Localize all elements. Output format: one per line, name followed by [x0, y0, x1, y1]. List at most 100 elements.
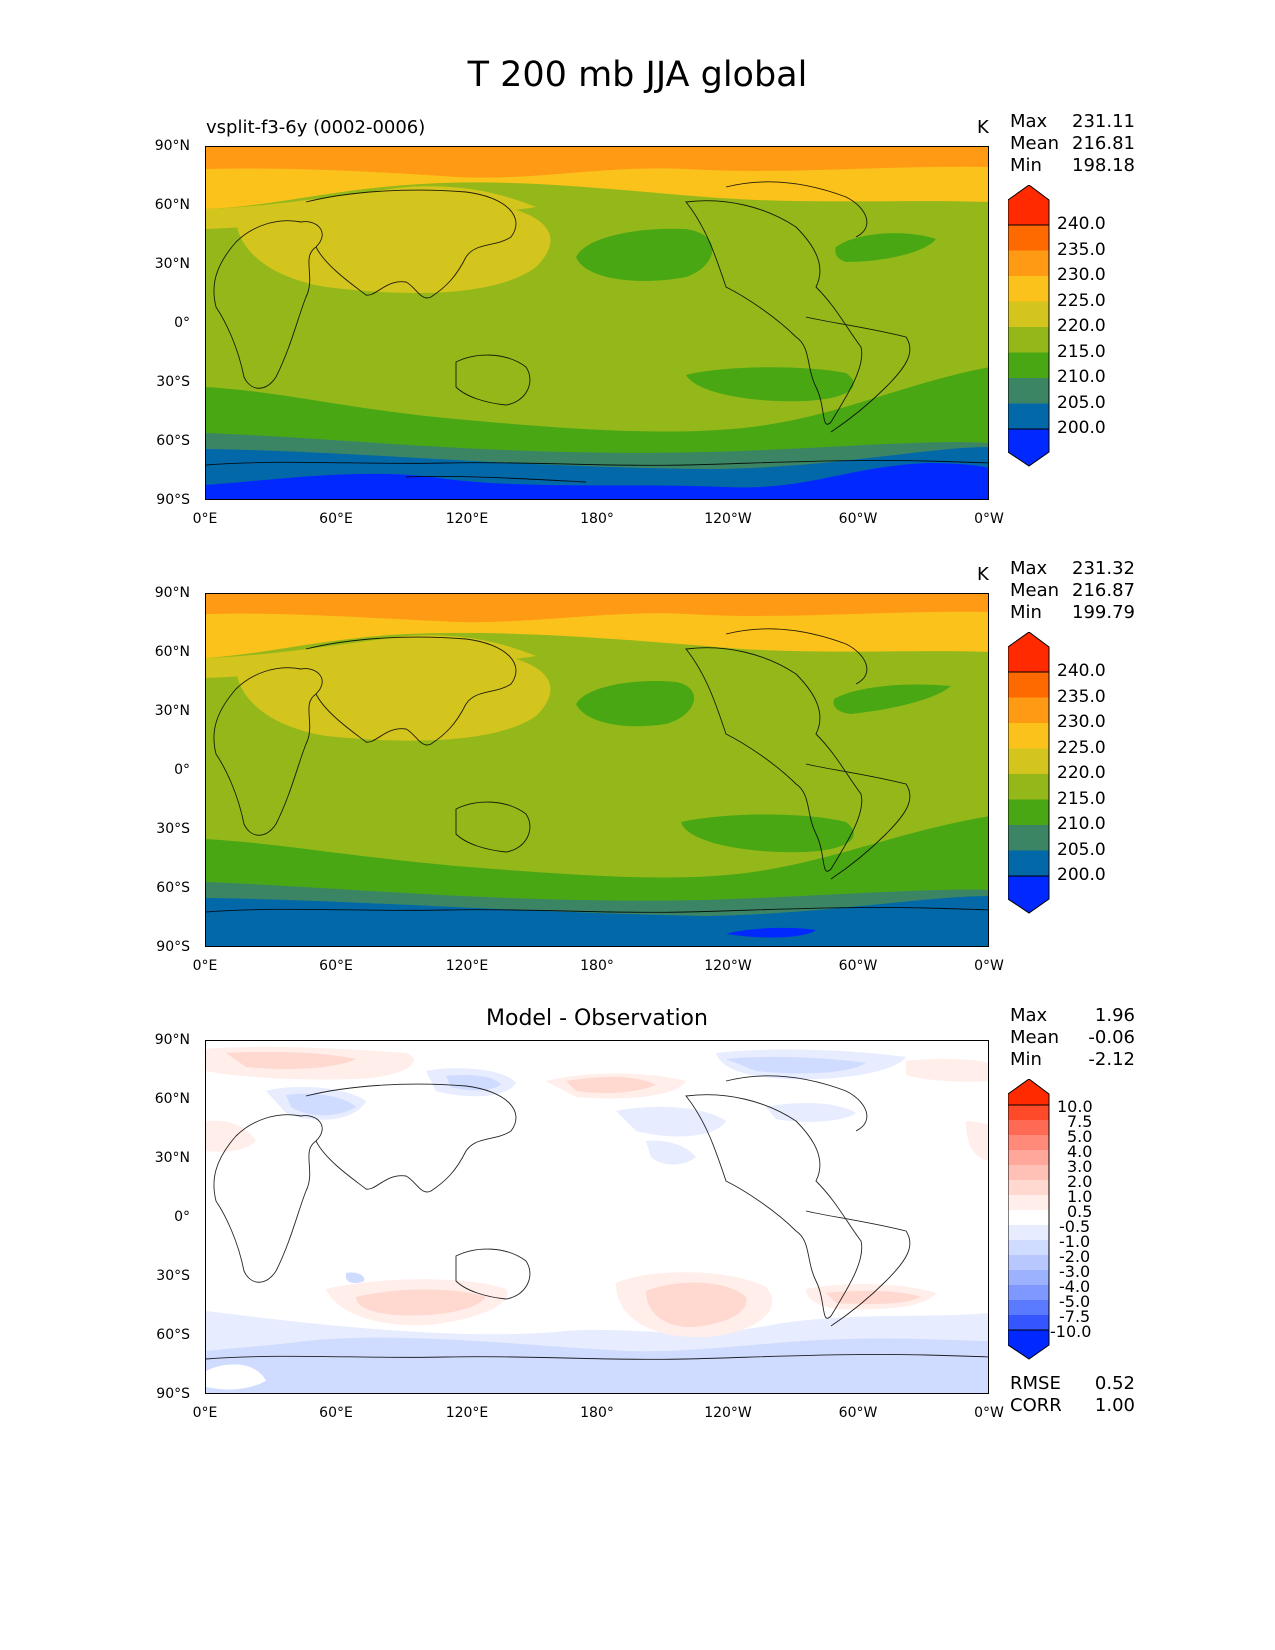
panel-title: vsplit-f3-6y (0002-0006) [206, 117, 426, 138]
colorbar-label: 220.0 [1057, 316, 1106, 336]
stat-min: Min -2.12 [1010, 1049, 1135, 1070]
stat-mean: Mean 216.87 [1010, 580, 1135, 601]
colorbar-label: 4.0 [1067, 1142, 1093, 1161]
ytick: 0° [174, 315, 190, 331]
panel-title: Model - Observation [486, 1006, 708, 1031]
ytick: 30°N [154, 703, 190, 719]
colorbar-label: 235.0 [1057, 240, 1106, 260]
stat-max: Max 231.11 [1010, 111, 1135, 132]
units-label: K [977, 117, 989, 138]
colorbar-label: 3.0 [1067, 1157, 1093, 1176]
ytick: 60°S [156, 433, 190, 449]
xtick: 0°E [192, 958, 218, 974]
stat-min: Min 199.79 [1010, 602, 1135, 623]
colorbar [1008, 1079, 1050, 1360]
xtick: 120°E [445, 1405, 489, 1421]
colorbar-label: 205.0 [1057, 840, 1106, 860]
colorbar [1008, 185, 1050, 467]
colorbar-label: -4.0 [1059, 1277, 1091, 1296]
colorbar-label: -0.5 [1059, 1217, 1091, 1236]
stat-min: Min 198.18 [1010, 155, 1135, 176]
colorbar [1008, 632, 1050, 914]
colorbar-label: -1.0 [1059, 1232, 1091, 1251]
stats-block: Max 231.11 Mean 216.81 Min 198.18 [1010, 111, 1135, 177]
xtick: 60°E [319, 1405, 353, 1421]
xtick: 60°E [319, 958, 353, 974]
colorbar-label: -7.5 [1059, 1307, 1091, 1326]
xtick: 120°W [704, 511, 752, 527]
xtick: 120°W [704, 1405, 752, 1421]
stats-block: Max 1.96 Mean -0.06 Min -2.12 [1010, 1005, 1135, 1071]
xtick: 60°W [838, 1405, 878, 1421]
xtick: 60°W [838, 511, 878, 527]
ytick: 30°S [156, 374, 190, 390]
ytick: 90°N [154, 138, 190, 154]
xtick: 60°W [838, 958, 878, 974]
figure-title: T 200 mb JJA global [467, 55, 808, 95]
ytick: 90°S [156, 492, 190, 508]
stat-max: Max 231.32 [1010, 558, 1135, 579]
map-diff [205, 1040, 989, 1394]
colorbar-label: 5.0 [1067, 1127, 1093, 1146]
colorbar-label: 230.0 [1057, 265, 1106, 285]
colorbar-label: -10.0 [1050, 1322, 1092, 1341]
ytick: 90°N [154, 1032, 190, 1048]
colorbar-label: 215.0 [1057, 342, 1106, 362]
colorbar-label: 230.0 [1057, 712, 1106, 732]
stat-mean: Mean 216.81 [1010, 133, 1135, 154]
colorbar-label: 7.5 [1067, 1112, 1093, 1131]
xtick: 0°E [192, 1405, 218, 1421]
colorbar-label: 1.0 [1067, 1187, 1093, 1206]
stat-max: Max 1.96 [1010, 1005, 1135, 1026]
xtick: 60°E [319, 511, 353, 527]
ytick: 60°N [154, 644, 190, 660]
xtick: 0°W [974, 1405, 1004, 1421]
map-reference [205, 593, 989, 947]
stats-block: Max 231.32 Mean 216.87 Min 199.79 [1010, 558, 1135, 624]
xtick: 180° [580, 1405, 614, 1421]
colorbar-label: 205.0 [1057, 393, 1106, 413]
xtick: 0°W [974, 958, 1004, 974]
ytick: 60°S [156, 880, 190, 896]
colorbar-label: 240.0 [1057, 214, 1106, 234]
colorbar-label: 2.0 [1067, 1172, 1093, 1191]
colorbar-label: 215.0 [1057, 789, 1106, 809]
ytick: 60°N [154, 1091, 190, 1107]
ytick: 60°S [156, 1327, 190, 1343]
colorbar-label: 225.0 [1057, 291, 1106, 311]
colorbar-label: 10.0 [1057, 1097, 1093, 1116]
ytick: 30°N [154, 1150, 190, 1166]
colorbar-label: 210.0 [1057, 367, 1106, 387]
colorbar-label: 210.0 [1057, 814, 1106, 834]
colorbar-label: -2.0 [1059, 1247, 1091, 1266]
ytick: 90°S [156, 1386, 190, 1402]
ytick: 90°N [154, 585, 190, 601]
ytick: 60°N [154, 197, 190, 213]
xtick: 120°W [704, 958, 752, 974]
ytick: 0° [174, 1209, 190, 1225]
colorbar-label: 0.5 [1067, 1202, 1093, 1221]
ytick: 30°S [156, 1268, 190, 1284]
ytick: 30°N [154, 256, 190, 272]
xtick: 0°W [974, 511, 1004, 527]
colorbar-label: 200.0 [1057, 418, 1106, 438]
ytick: 0° [174, 762, 190, 778]
xtick: 120°E [445, 511, 489, 527]
ytick: 90°S [156, 939, 190, 955]
units-label: K [977, 564, 989, 585]
colorbar-label: -3.0 [1059, 1262, 1091, 1281]
map-test [205, 146, 989, 500]
colorbar-label: 220.0 [1057, 763, 1106, 783]
metric-rmse: RMSE 0.52 [1010, 1373, 1135, 1394]
xtick: 120°E [445, 958, 489, 974]
colorbar-label: 225.0 [1057, 738, 1106, 758]
colorbar-label: 200.0 [1057, 865, 1106, 885]
colorbar-label: -5.0 [1059, 1292, 1091, 1311]
stat-mean: Mean -0.06 [1010, 1027, 1135, 1048]
xtick: 180° [580, 511, 614, 527]
colorbar-label: 240.0 [1057, 661, 1106, 681]
xtick: 180° [580, 958, 614, 974]
ytick: 30°S [156, 821, 190, 837]
metrics-block: RMSE 0.52 CORR 1.00 [1010, 1373, 1135, 1417]
xtick: 0°E [192, 511, 218, 527]
